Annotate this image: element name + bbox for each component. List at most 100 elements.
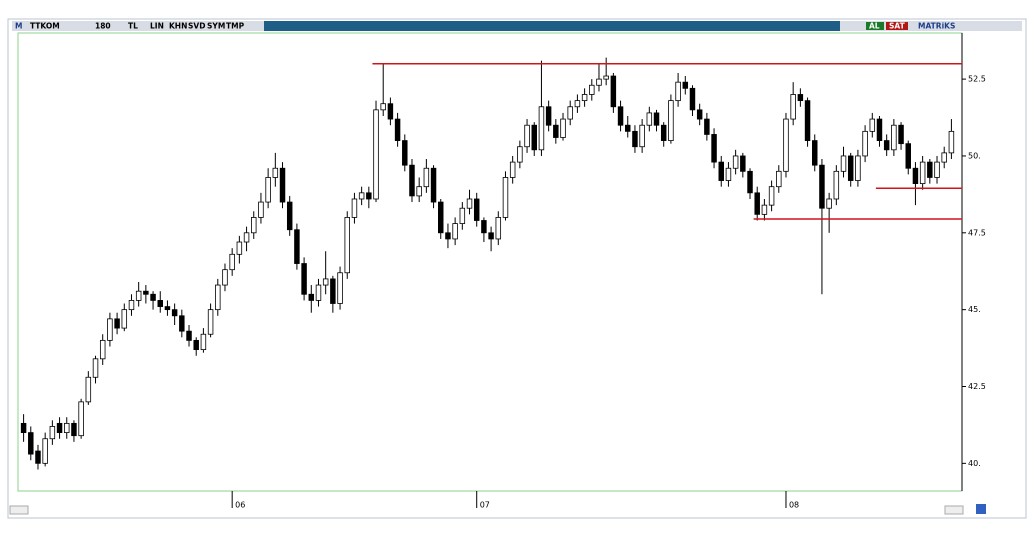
brand: MATRiKS (918, 22, 955, 31)
candle-body (589, 84, 595, 95)
candle-body (193, 339, 199, 351)
candle-body (358, 192, 365, 200)
candle-body (438, 201, 444, 234)
candle-body (366, 192, 372, 200)
candle-body (272, 167, 279, 178)
candle-body (171, 309, 178, 317)
y-tick-label: 40. (968, 459, 981, 468)
candle-body (747, 170, 753, 194)
toolbar-button[interactable]: KHN (169, 22, 187, 31)
candle-body (207, 309, 214, 335)
candle-body (639, 124, 645, 148)
candle-body (581, 94, 588, 102)
toolbar-button[interactable]: SVD (188, 22, 205, 31)
candle-body (286, 201, 293, 231)
candle-body (718, 161, 724, 181)
candle-body (20, 422, 27, 433)
candle-body (380, 103, 386, 111)
candle-body (56, 422, 63, 433)
logo: M (15, 22, 22, 31)
currency[interactable]: TL (128, 22, 138, 31)
candle-body (517, 146, 523, 163)
candle-body (466, 198, 473, 209)
candle-body (668, 100, 674, 141)
candle-body (919, 161, 926, 185)
candle-body (229, 253, 235, 271)
y-tick-label: 45. (968, 305, 981, 314)
candle-body (265, 177, 271, 203)
candle-body (740, 155, 746, 172)
candle-body (725, 167, 732, 181)
candle-body (790, 94, 796, 120)
candle-body (819, 164, 825, 209)
candle-body (42, 438, 48, 464)
candle-body (531, 124, 537, 151)
candle-body (704, 118, 710, 135)
y-tick-label: 47.5 (968, 228, 986, 237)
candle-body (696, 109, 703, 120)
toolbar-button[interactable]: TMP (226, 22, 245, 31)
period[interactable]: 180 (95, 22, 111, 31)
candle-body (660, 124, 667, 141)
candle-body (560, 118, 566, 138)
candle-body (121, 309, 128, 329)
candle-body (430, 167, 437, 203)
candle-body (35, 450, 41, 464)
candle-body (509, 161, 516, 178)
candle-body (761, 204, 768, 215)
candle-body (452, 223, 458, 240)
candle-body (754, 192, 760, 215)
candle-body (445, 232, 451, 240)
candle-body (625, 124, 631, 132)
candle-body (92, 358, 99, 378)
sell-button[interactable]: SAT (889, 22, 906, 31)
candle-body (373, 109, 379, 200)
buy-button[interactable]: AL (869, 22, 880, 31)
candle-body (545, 106, 552, 126)
candle-body (423, 167, 430, 188)
candle-body (883, 140, 890, 151)
toolbar-button[interactable]: SYM (207, 22, 225, 31)
candle-body (215, 284, 221, 311)
nav-button[interactable] (976, 504, 986, 514)
candle-body (416, 186, 422, 197)
candle-body (876, 118, 883, 141)
buy-button-bg (866, 22, 884, 30)
candle-body (675, 81, 681, 102)
toolbar-button[interactable]: LIN (150, 22, 164, 31)
candle-body (855, 155, 861, 181)
candle-body (610, 75, 617, 108)
candle-body (258, 201, 264, 218)
y-tick-label: 50. (968, 151, 981, 160)
candle-body (833, 170, 840, 200)
candle-body (711, 134, 717, 163)
toolbar-right (840, 21, 1022, 31)
candle-body (646, 112, 653, 126)
candle-body (797, 94, 804, 102)
candle-body (783, 118, 789, 172)
candle-body (862, 130, 868, 157)
candle-body (574, 100, 581, 108)
candle-body (948, 130, 955, 154)
candle-body (315, 284, 322, 301)
candle-body (596, 78, 602, 86)
candle-body (488, 232, 494, 240)
x-tick-label: 07 (480, 501, 490, 510)
candle-body (689, 87, 696, 111)
candle-body (617, 106, 624, 126)
candle-body (344, 217, 350, 274)
candle-body (330, 278, 336, 304)
candle-body (473, 198, 480, 221)
candle-body (71, 422, 77, 437)
candle-body (603, 75, 609, 80)
candle-body (135, 290, 142, 301)
candle-body (128, 300, 135, 311)
symbol[interactable]: TTKOM (30, 22, 60, 31)
candle-body (776, 170, 782, 188)
candle-body (222, 269, 228, 286)
candle-body (653, 112, 660, 126)
candle-body (840, 155, 847, 172)
scroll-left[interactable] (9, 505, 29, 515)
candle-body (567, 106, 573, 120)
scroll-right[interactable] (944, 505, 964, 515)
